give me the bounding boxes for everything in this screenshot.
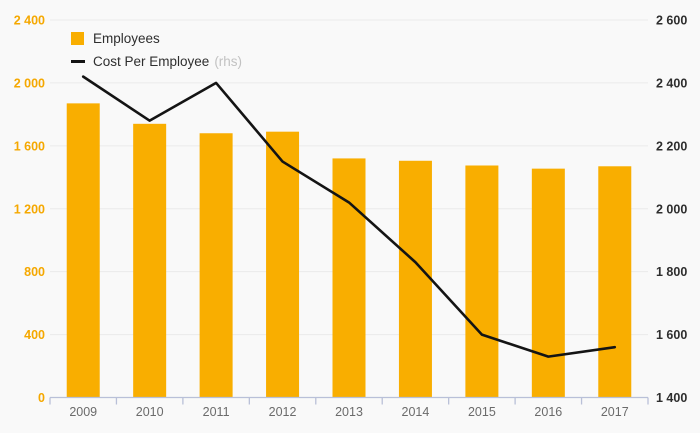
bar-2015	[465, 165, 499, 397]
x-axis-label-2010: 2010	[136, 405, 164, 419]
x-axis-label-2017: 2017	[601, 405, 629, 419]
bar-swatch-icon	[71, 32, 84, 45]
x-axis-label-2014: 2014	[402, 405, 430, 419]
left-axis-label: 400	[24, 328, 45, 342]
legend-label-cost-per-employee: Cost Per Employee (rhs)	[93, 54, 242, 69]
legend: Employees Cost Per Employee (rhs)	[71, 27, 242, 73]
bar-2013	[332, 158, 366, 397]
legend-label-cost-text: Cost Per Employee	[93, 54, 210, 69]
left-axis-label: 0	[38, 391, 45, 405]
line-swatch-icon	[71, 60, 85, 63]
right-axis-label: 2 200	[656, 139, 687, 153]
x-axis-label-2009: 2009	[69, 405, 97, 419]
right-axis-label: 1 600	[656, 328, 687, 342]
bar-2009	[66, 103, 100, 397]
bar-2016	[531, 168, 565, 397]
legend-item-employees[interactable]: Employees	[71, 27, 242, 50]
legend-label-rhs-note: (rhs)	[214, 54, 243, 69]
x-axis-label-2011: 2011	[203, 405, 230, 419]
right-axis-label: 2 600	[656, 14, 687, 28]
bar-2017	[598, 166, 632, 397]
left-axis-label: 2 400	[14, 14, 45, 28]
x-axis-label-2016: 2016	[534, 405, 562, 419]
right-axis-label: 2 000	[656, 202, 687, 216]
right-axis-label: 1 800	[656, 265, 687, 279]
trend-line	[81, 75, 617, 358]
left-axis-label: 1 600	[14, 139, 45, 153]
bar-2011	[199, 133, 233, 397]
right-axis-label: 2 400	[656, 76, 687, 90]
bar-2012	[266, 131, 300, 398]
x-axis-label-2013: 2013	[335, 405, 363, 419]
x-axis-label-2012: 2012	[269, 405, 297, 419]
right-axis-label: 1 400	[656, 391, 687, 405]
x-axis-label-2015: 2015	[468, 405, 496, 419]
left-axis-label: 800	[24, 265, 45, 279]
left-axis-label: 2 000	[14, 76, 45, 90]
bar-2010	[133, 123, 167, 397]
legend-item-cost-per-employee[interactable]: Cost Per Employee (rhs)	[71, 50, 242, 73]
left-axis-label: 1 200	[14, 202, 45, 216]
legend-label-employees: Employees	[93, 31, 160, 46]
bar-2014	[398, 160, 432, 397]
